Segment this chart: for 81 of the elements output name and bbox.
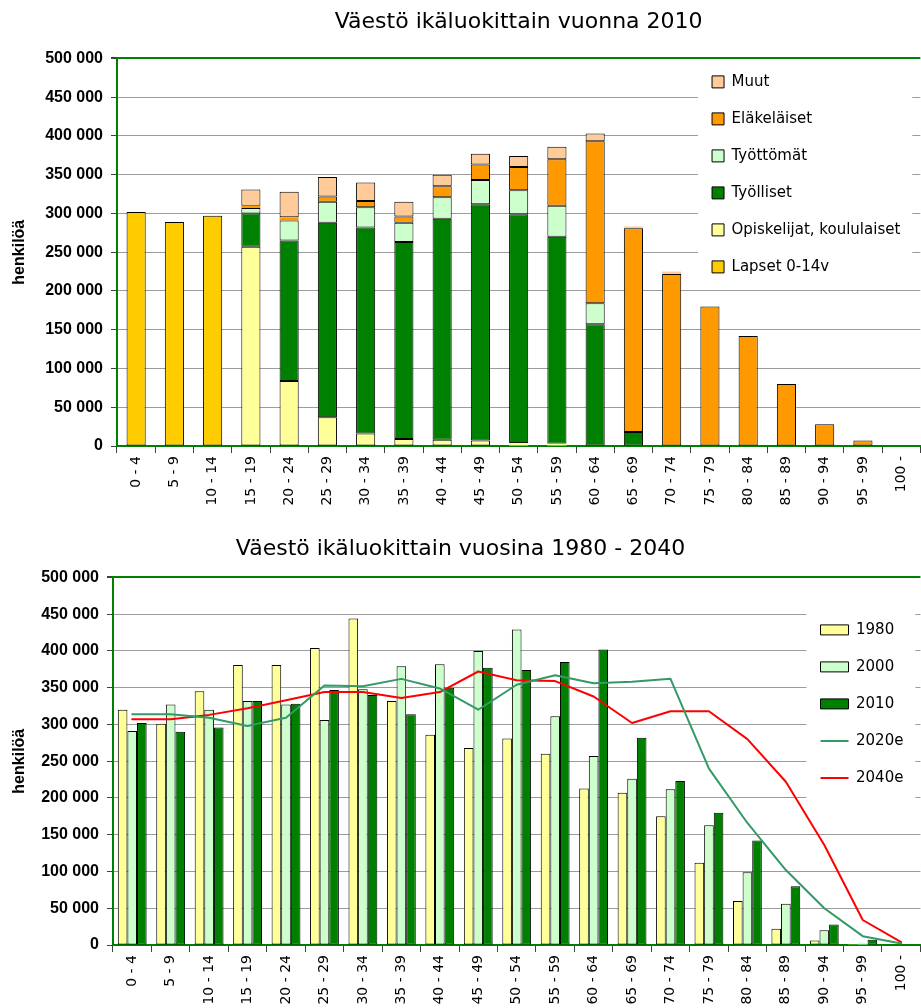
legend-label: Opiskelijat, koululaiset [731, 219, 901, 238]
x-tick-label: 0 - 4 [126, 455, 143, 488]
legend-label: Eläkeläiset [731, 108, 813, 127]
x-tick-label: 15 - 19 [238, 955, 255, 1005]
y-tick-label: 0 [94, 436, 104, 454]
chart-title: Väestö ikäluokittain vuosina 1980 - 2040 [235, 534, 686, 560]
x-tick-label: 95 - 99 [853, 456, 870, 506]
x-tick-label: 80 - 84 [738, 455, 755, 506]
legend-label: Työlliset [730, 182, 792, 201]
x-tick-label: 65 - 69 [624, 456, 641, 506]
x-tick-label: 60 - 64 [584, 954, 601, 1005]
x-tick-label: 100 - [891, 456, 908, 493]
x-tick-label: 60 - 64 [585, 455, 602, 506]
x-tick-label: 75 - 79 [700, 456, 717, 506]
x-tick-label: 5 - 9 [165, 456, 182, 488]
bar [509, 442, 529, 446]
y-tick-label: 450 000 [45, 87, 104, 105]
y-tick-label: 150 000 [45, 320, 104, 338]
x-tick-label: 90 - 94 [815, 455, 832, 506]
x-tick-label: 95 - 99 [853, 955, 870, 1005]
legend-label: 2000 [856, 656, 895, 675]
y-tick-label: 250 000 [41, 751, 100, 769]
x-tick-label: 55 - 59 [547, 456, 564, 506]
chart-title: Väestö ikäluokittain vuonna 2010 [334, 7, 703, 33]
x-tick-label: 65 - 69 [622, 955, 639, 1005]
bar [279, 217, 299, 221]
y-tick-label: 50 000 [54, 397, 104, 415]
x-tick-label: 55 - 59 [545, 955, 562, 1005]
y-tick-label: 350 000 [41, 678, 100, 696]
y-tick-label: 150 000 [41, 825, 100, 843]
y-tick-label: 250 000 [45, 242, 104, 260]
x-tick-label: 40 - 44 [432, 455, 449, 506]
legend-label: 2020e [856, 730, 904, 749]
y-tick-label: 400 000 [45, 126, 104, 144]
x-tick-label: 35 - 39 [392, 955, 409, 1005]
x-tick-label: 20 - 24 [279, 455, 296, 506]
x-tick-label: 5 - 9 [161, 955, 178, 987]
legend-label: 2010 [856, 693, 895, 712]
x-tick-label: 80 - 84 [738, 954, 755, 1005]
y-tick-label: 300 000 [45, 203, 104, 221]
legend-label: Työttömät [730, 145, 808, 164]
y-tick-label: 450 000 [41, 604, 100, 622]
legend-label: Muut [731, 71, 770, 90]
y-tick-label: 350 000 [45, 165, 104, 183]
y-tick-label: 50 000 [50, 898, 100, 916]
legend-label: 1980 [856, 619, 895, 638]
x-tick-label: 90 - 94 [814, 954, 831, 1005]
x-tick-label: 75 - 79 [699, 955, 716, 1005]
y-tick-label: 200 000 [45, 281, 104, 299]
x-tick-label: 45 - 49 [471, 456, 488, 506]
x-tick-label: 25 - 29 [318, 456, 335, 506]
y-tick-label: 200 000 [41, 788, 100, 806]
legend-label: 2040e [856, 767, 904, 786]
y-tick-label: 500 000 [41, 567, 100, 585]
y-tick-label: 100 000 [45, 358, 104, 376]
x-tick-label: 85 - 89 [777, 456, 794, 506]
x-tick-label: 30 - 34 [353, 954, 370, 1005]
y-tick-label: 100 000 [41, 861, 100, 879]
x-tick-label: 50 - 54 [509, 455, 526, 506]
y-tick-label: 400 000 [41, 641, 100, 659]
x-tick-label: 70 - 74 [662, 455, 679, 506]
x-tick-label: 70 - 74 [661, 954, 678, 1005]
legend-label: Lapset 0-14v [731, 256, 830, 275]
y-axis-title: henkilöä [10, 219, 28, 285]
y-tick-label: 0 [90, 935, 100, 953]
y-tick-label: 500 000 [45, 48, 104, 66]
x-tick-label: 25 - 29 [315, 955, 332, 1005]
x-tick-label: 10 - 14 [199, 954, 216, 1005]
x-tick-label: 0 - 4 [122, 954, 139, 987]
x-tick-label: 10 - 14 [203, 455, 220, 506]
x-tick-label: 100 - [891, 955, 908, 992]
y-axis-title: henkilöä [10, 728, 28, 794]
x-tick-label: 45 - 49 [468, 955, 485, 1005]
x-tick-label: 40 - 44 [430, 954, 447, 1005]
x-tick-label: 15 - 19 [241, 456, 258, 506]
x-tick-label: 85 - 89 [776, 955, 793, 1005]
x-tick-label: 35 - 39 [394, 456, 411, 506]
x-tick-label: 20 - 24 [276, 954, 293, 1005]
x-tick-label: 50 - 54 [507, 954, 524, 1005]
x-tick-label: 30 - 34 [356, 455, 373, 506]
y-tick-label: 300 000 [41, 714, 100, 732]
